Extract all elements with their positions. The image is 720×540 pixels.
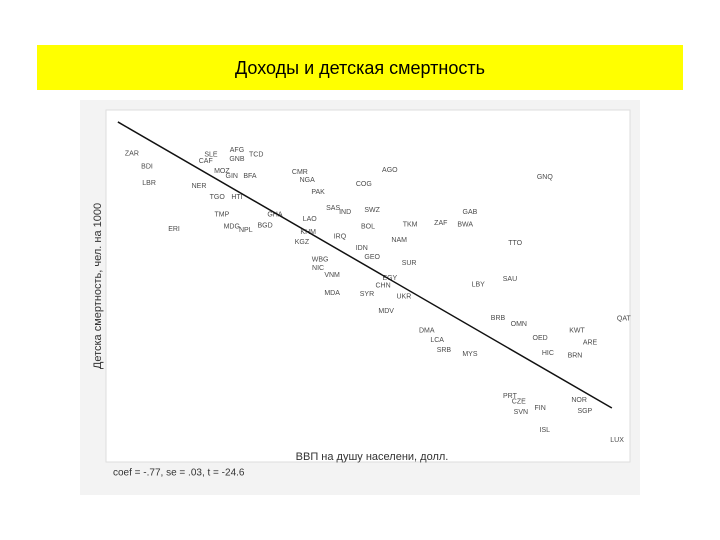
point-label: DMA	[419, 328, 435, 335]
point-label: COG	[356, 181, 372, 188]
point-label: ISL	[540, 427, 551, 434]
point-label: MDA	[324, 290, 340, 297]
point-label: SAS	[326, 205, 340, 212]
point-label: CMR	[292, 169, 308, 176]
point-label: EGY	[382, 275, 397, 282]
point-label: BFA	[243, 173, 257, 180]
point-label: BRB	[491, 315, 506, 322]
point-label: SWZ	[364, 207, 380, 214]
point-label: MDG	[224, 224, 240, 231]
point-label: LBY	[472, 282, 486, 289]
point-label: ZAF	[434, 220, 447, 227]
point-label: NPL	[239, 227, 253, 234]
point-label: TCD	[249, 152, 263, 159]
point-label: NAM	[391, 237, 407, 244]
point-label: GNB	[229, 156, 245, 163]
point-label: MDV	[378, 308, 394, 315]
point-label: TTO	[508, 240, 522, 247]
point-label: BRN	[568, 353, 583, 360]
point-label: IRQ	[334, 234, 347, 241]
point-label: AFG	[230, 147, 244, 154]
point-label: TKM	[403, 222, 418, 229]
y-axis-label: Детска смертность, чел. на 1000	[92, 203, 104, 369]
point-label: GAB	[463, 209, 478, 216]
point-label: LUX	[610, 437, 624, 444]
point-label: QAT	[617, 316, 632, 323]
point-label: ARE	[583, 340, 598, 347]
point-label: ERI	[168, 226, 180, 233]
point-label: NER	[192, 183, 207, 190]
point-label: PAK	[311, 189, 325, 196]
point-label: SGP	[577, 408, 592, 415]
point-label: LBR	[142, 180, 156, 187]
point-label: BWA	[457, 222, 473, 229]
point-label: KWT	[569, 328, 585, 335]
point-label: OMN	[511, 321, 527, 328]
point-label: GNQ	[537, 174, 554, 181]
point-label: AGO	[382, 167, 398, 174]
point-label: HIC	[542, 350, 554, 357]
point-label: NIC	[312, 265, 324, 272]
point-label: NGA	[300, 177, 316, 184]
point-label: CAF	[199, 158, 213, 165]
point-label: FIN	[534, 405, 545, 412]
slide-title: Доходы и детская смертность	[235, 58, 485, 78]
point-label: BDI	[141, 164, 153, 171]
point-label: SRB	[437, 347, 452, 354]
point-label: BGD	[257, 223, 272, 230]
point-label: SAU	[503, 276, 517, 283]
point-label: KGZ	[295, 239, 310, 246]
point-label: MYS	[462, 351, 478, 358]
point-label: CHN	[375, 283, 390, 290]
point-label: SUR	[402, 260, 417, 267]
point-label: GHA	[267, 212, 283, 219]
point-label: VNM	[324, 272, 340, 279]
point-label: OED	[533, 335, 548, 342]
point-label: ZAR	[125, 151, 139, 158]
point-label: SLE	[204, 152, 218, 159]
plot-area	[105, 109, 631, 463]
point-label: IDN	[356, 245, 368, 252]
point-label: PRT	[503, 393, 518, 400]
point-label: SVN	[514, 409, 528, 416]
point-label: TMP	[214, 212, 229, 219]
annotation: coef = -.77, se = .03, t = -24.6	[113, 468, 245, 479]
point-label: LCA	[430, 337, 444, 344]
fit-line	[117, 121, 613, 409]
point-label: SYR	[360, 291, 374, 298]
point-label: HTI	[231, 194, 242, 201]
point-label: CZE	[512, 399, 526, 406]
point-label: IND	[339, 209, 351, 216]
point-label: WBG	[312, 257, 329, 264]
point-label: GEO	[364, 254, 380, 261]
point-label: LAO	[303, 216, 318, 223]
point-label: TGO	[210, 194, 226, 201]
point-label: UKR	[396, 294, 411, 301]
x-axis-label: ВВП на душу населени, долл.	[296, 451, 449, 463]
point-label: MOZ	[214, 168, 230, 175]
point-label: NOR	[571, 397, 587, 404]
title-banner	[37, 45, 683, 90]
point-label: BOL	[361, 224, 375, 231]
point-label: GIN	[226, 173, 238, 180]
